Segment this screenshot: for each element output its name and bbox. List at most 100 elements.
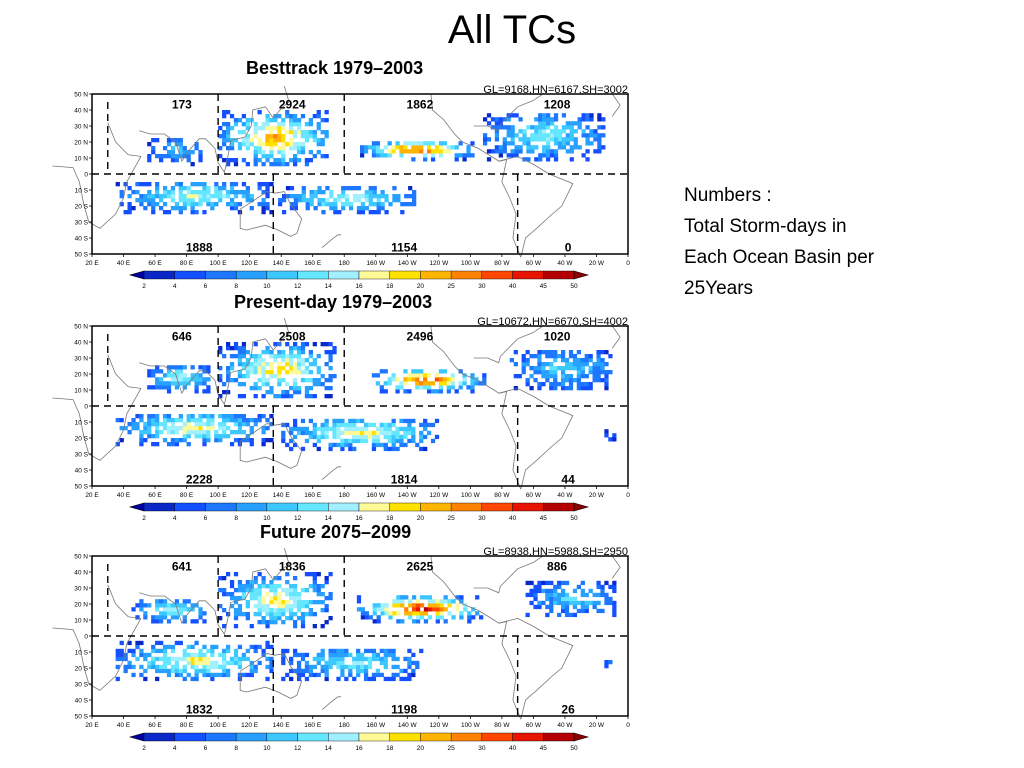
density-cell [233,418,239,423]
density-cell [332,350,337,355]
density-cell [379,426,384,432]
density-cell [151,656,156,662]
density-cell [237,604,243,609]
density-cell [170,656,176,662]
density-cell [281,588,286,593]
density-cell [308,612,314,617]
density-cell [139,599,144,604]
density-cell [194,210,199,215]
lon-label: 100 E [210,492,228,499]
density-cell [383,145,388,150]
density-cell [577,125,582,130]
density-cell [360,438,365,444]
density-cell [498,125,503,130]
density-cell [178,198,183,203]
density-cell [573,141,578,146]
density-cell [348,422,353,428]
lon-label: 40 W [557,722,573,729]
density-cell [257,418,262,423]
density-cell [182,198,187,203]
density-cell [580,592,585,598]
density-cell [277,126,282,131]
density-cell [249,198,254,203]
density-cell [300,346,306,351]
density-cell [530,125,535,130]
density-cell [564,362,570,367]
density-cell [572,354,578,359]
density-cell [237,118,243,123]
density-cell [387,381,392,386]
density-cell [584,382,589,387]
density-cell [415,442,420,448]
density-cell [470,141,475,146]
density-cell [577,121,582,126]
colorbar-segment [328,732,360,742]
density-cell [285,672,290,678]
density-cell [309,198,314,203]
density-cell [245,118,250,123]
density-cell [316,426,321,432]
density-cell [127,430,132,435]
density-cell [600,366,605,371]
lon-label: 160 W [366,722,386,729]
density-cell [194,434,199,439]
density-cell [159,194,164,199]
density-cell [289,430,294,436]
density-cell [312,382,317,387]
density-cell [363,434,369,440]
density-cell [245,138,250,143]
colorbar-label: 12 [294,283,302,290]
density-cell [328,378,333,383]
density-cell [273,600,278,605]
density-cell [316,600,321,605]
density-cell [376,603,381,608]
density-cell [490,125,496,130]
density-cell [430,438,436,444]
density-cell [447,611,452,616]
density-cell [226,122,231,127]
density-cell [174,672,180,678]
density-cell [182,381,187,386]
density-cell [253,162,258,167]
density-cell [182,599,187,604]
density-cell [139,418,144,423]
density-cell [174,426,180,431]
density-cell [293,648,298,654]
density-cell [387,676,392,682]
density-cell [178,377,183,382]
density-cell [545,580,550,586]
density-cell [321,190,326,195]
density-cell [139,664,144,670]
density-cell [411,377,416,382]
density-cell [293,390,298,395]
density-cell [557,600,562,606]
density-cell [494,129,500,134]
density-cell [541,350,546,355]
density-cell [202,194,207,199]
density-cell [206,422,211,427]
density-cell [360,652,365,658]
density-cell [430,141,436,146]
density-cell [356,434,361,440]
density-cell [588,354,593,359]
density-cell [387,652,392,658]
density-cell [479,615,484,620]
density-cell [261,210,266,215]
density-cell [392,198,397,203]
density-cell [438,149,444,154]
density-cell [344,430,349,436]
density-cell [257,366,262,371]
density-cell [233,596,239,601]
density-cell [545,604,550,610]
density-cell [281,210,287,215]
density-cell [521,370,526,375]
density-cell [348,418,353,424]
lat-label: 40 N [74,108,88,115]
density-cell [561,386,566,391]
density-cell [336,434,341,440]
density-cell [308,378,314,383]
density-cell [206,656,211,662]
density-cell [604,362,609,367]
density-cell [202,611,207,616]
density-cell [494,125,500,130]
